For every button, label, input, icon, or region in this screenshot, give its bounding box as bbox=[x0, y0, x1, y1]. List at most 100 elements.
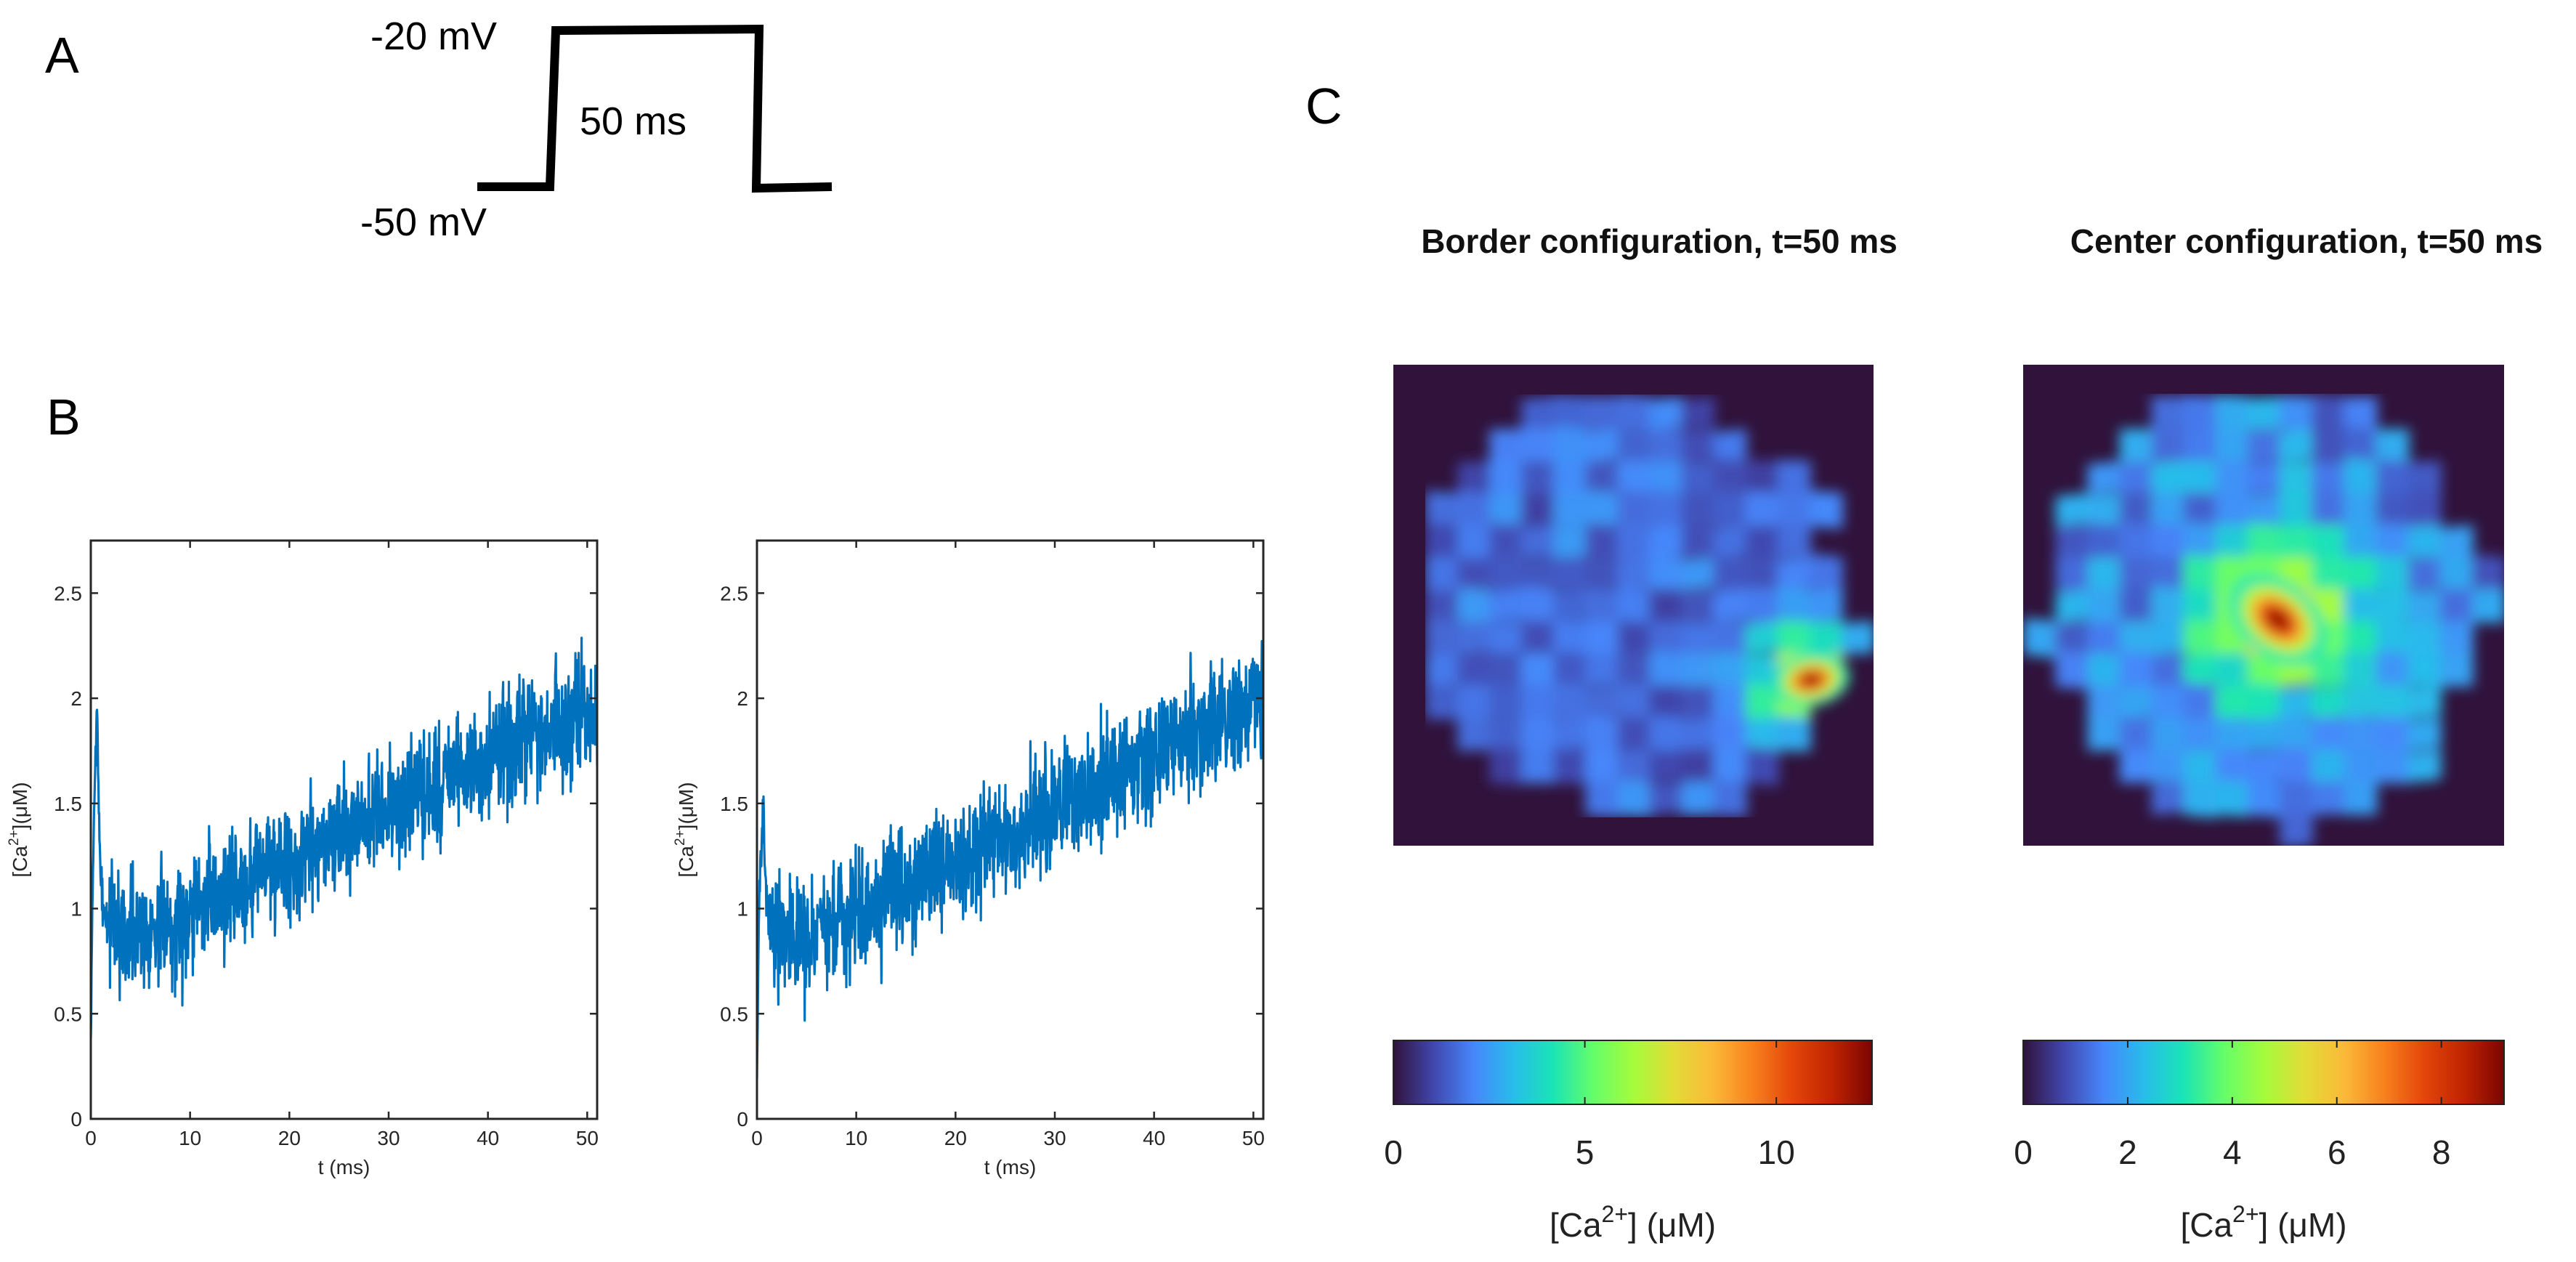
heatmap-cell bbox=[2344, 781, 2378, 815]
heatmap-cell bbox=[2375, 717, 2410, 751]
panel-a: A -20 mV -50 mV 50 ms bbox=[45, 15, 833, 244]
heatmap-cell bbox=[2151, 749, 2185, 783]
heatmap-cell bbox=[2247, 397, 2282, 431]
heatmap-cell bbox=[1553, 557, 1587, 591]
heatmap-cell bbox=[1681, 749, 1715, 784]
heatmap-cell bbox=[2344, 651, 2378, 689]
heatmap-cell bbox=[1713, 652, 1747, 688]
heatmap-cell bbox=[1489, 651, 1523, 689]
x-tick-label: 20 bbox=[944, 1127, 967, 1149]
y-axis-label-superscript: 2+ bbox=[7, 830, 22, 846]
heatmap-cell bbox=[1617, 749, 1651, 783]
heatmap-cell bbox=[2344, 557, 2378, 591]
heatmap-cell bbox=[1649, 397, 1683, 431]
heatmap-cell bbox=[1713, 745, 1747, 787]
heatmap-cell bbox=[2215, 493, 2249, 527]
heatmap-cell bbox=[1649, 588, 1683, 623]
heatmap-cell bbox=[2375, 460, 2410, 496]
heatmap-cell bbox=[2375, 554, 2410, 594]
heatmap-cell bbox=[2151, 461, 2185, 495]
heatmap-cell bbox=[1713, 491, 1747, 528]
heatmap-cell bbox=[2280, 780, 2314, 816]
heatmap-cell bbox=[2312, 685, 2346, 719]
heatmap-border-configuration: Border configuration, t=50 ms 0 5 10 [Ca2+] … bbox=[1384, 222, 1897, 1244]
heatmap-hotspot-layer bbox=[2271, 613, 2285, 626]
heatmap-cell bbox=[2183, 619, 2217, 657]
heatmap-cell bbox=[2151, 555, 2185, 593]
heatmap-cell bbox=[2119, 557, 2153, 591]
heatmap-cell bbox=[1553, 717, 1587, 751]
heatmap-cell bbox=[1649, 621, 1683, 655]
calcium-trace-plot-left: 0 10 20 30 40 50 0 0.5 1 1.5 2 2.5 t (ms) [Ca2+](μM) bbox=[7, 539, 599, 1178]
heatmap-cell bbox=[2215, 460, 2249, 496]
heatmap-cell bbox=[1425, 618, 1459, 658]
heatmap-cell bbox=[2087, 684, 2121, 720]
colorbar bbox=[1393, 1040, 1873, 1105]
heatmap-cell bbox=[1585, 747, 1619, 785]
x-tick-label: 10 bbox=[845, 1127, 867, 1149]
heatmap-cell bbox=[1681, 525, 1715, 559]
duration-label: 50 ms bbox=[580, 100, 686, 143]
y-tick-label: 0.5 bbox=[54, 1003, 82, 1025]
heatmap-cell bbox=[1585, 397, 1619, 431]
heatmap-cell bbox=[2280, 429, 2314, 463]
heatmap-cell bbox=[2439, 525, 2474, 559]
heatmap-cell bbox=[2055, 650, 2089, 690]
heatmap-cell bbox=[1681, 588, 1715, 623]
x-tick-label: 0 bbox=[751, 1127, 763, 1149]
heatmap-cell bbox=[2280, 490, 2314, 529]
low-voltage-label: -50 mV bbox=[360, 201, 487, 244]
heatmap-cell bbox=[2055, 621, 2089, 655]
heatmap-cell bbox=[2344, 685, 2378, 719]
heatmap-cell bbox=[1681, 781, 1715, 815]
heatmap-cell bbox=[1457, 461, 1491, 495]
heatmap-cell bbox=[1553, 650, 1587, 689]
heatmap-cell bbox=[2407, 749, 2442, 783]
heatmap-cell bbox=[2407, 588, 2442, 623]
y-tick-label: 1 bbox=[737, 898, 748, 921]
heatmap-cell bbox=[1809, 554, 1843, 594]
heatmap-cell bbox=[1585, 779, 1619, 817]
calcium-trace-line bbox=[757, 639, 1263, 1079]
heatmap-cell bbox=[2247, 717, 2282, 751]
calcium-trace-line bbox=[91, 636, 597, 1039]
heatmap-cell bbox=[2247, 749, 2282, 783]
heatmap-cell bbox=[1713, 780, 1747, 817]
heatmap-cell bbox=[2312, 557, 2346, 591]
heatmap-cell bbox=[2055, 525, 2089, 559]
heatmap-clip-group bbox=[2023, 394, 2504, 846]
colorbar-label-base: [Ca bbox=[1550, 1206, 1602, 1244]
heatmap-cell bbox=[1457, 523, 1491, 560]
heatmap-cell bbox=[2375, 588, 2410, 623]
heatmap-cell bbox=[2471, 588, 2504, 623]
heatmap-cell bbox=[2215, 653, 2249, 687]
heatmap-cell bbox=[1489, 555, 1523, 592]
colorbar-tick-label: 4 bbox=[2223, 1133, 2242, 1171]
heatmap-cell bbox=[2344, 588, 2378, 624]
heatmap-title: Center configuration, t=50 ms bbox=[2070, 222, 2543, 260]
heatmap-cell bbox=[2215, 717, 2249, 751]
heatmap-cell bbox=[1617, 588, 1651, 623]
heatmap-cell bbox=[1585, 490, 1619, 529]
heatmap-cell bbox=[1489, 717, 1523, 751]
heatmap-cell bbox=[1745, 746, 1779, 786]
colorbar-tick-label: 0 bbox=[2014, 1133, 2033, 1171]
heatmap-cell bbox=[2087, 653, 2121, 687]
colorbar-tick-label: 10 bbox=[1758, 1133, 1795, 1171]
heatmap-cell bbox=[1649, 557, 1683, 591]
heatmap-clip-group bbox=[1425, 395, 1874, 817]
y-axis-label: [Ca2+](μM) bbox=[673, 782, 697, 877]
heatmap-cell bbox=[2280, 685, 2314, 719]
heatmap-cell bbox=[2375, 619, 2410, 658]
heatmap-cell bbox=[2183, 778, 2217, 819]
heatmap-cell bbox=[2151, 524, 2185, 560]
heatmap-cell bbox=[2215, 525, 2249, 559]
heatmap-cell bbox=[2151, 781, 2185, 815]
x-tick-label: 20 bbox=[278, 1127, 301, 1149]
heatmap-cell bbox=[2375, 650, 2410, 690]
heatmap-cell bbox=[1745, 683, 1779, 721]
heatmap-cell bbox=[1521, 493, 1555, 527]
colorbar-tick-label: 5 bbox=[1576, 1133, 1595, 1171]
y-tick-label: 2.5 bbox=[720, 582, 748, 604]
heatmap-cell bbox=[2119, 588, 2153, 623]
